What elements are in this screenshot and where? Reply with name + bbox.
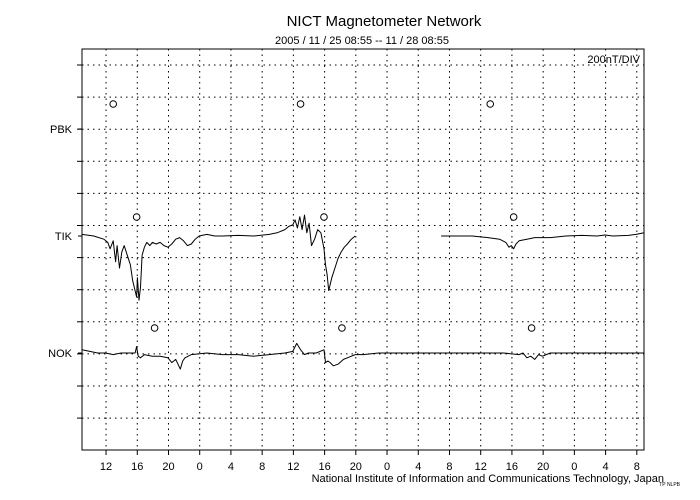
grid [77,49,644,455]
chart-title: NICT Magnetometer Network [287,13,482,30]
x-tick-label: 8 [634,461,640,473]
x-tick-label: 20 [350,461,362,473]
event-marker-circle [338,324,346,332]
x-tick-label: 20 [162,461,174,473]
x-tick-label: 4 [603,461,609,473]
x-tick-label: 16 [318,461,330,473]
credit-text: National Institute of Information and Co… [312,473,664,485]
x-tick-label: 8 [259,461,265,473]
event-markers [109,100,536,332]
x-tick-label: 0 [197,461,203,473]
chart-subtitle: 2005 / 11 / 25 08:55 -- 11 / 28 08:55 [275,35,449,47]
event-marker-circle [527,324,536,332]
x-tick-label: 16 [506,461,518,473]
x-tick-label: 4 [415,461,421,473]
x-tick-label: 12 [100,461,112,473]
trace-tik [81,214,645,301]
station-label-pbk: PBK [50,124,73,136]
station-labels: PBK TIK NOK [48,124,82,360]
x-tick-label: 4 [228,461,234,473]
trace-nok [81,342,644,370]
x-tick-label: 8 [446,461,452,473]
small-mark: TP NLPB [659,482,680,488]
scale-label: 200nT/DIV [587,54,640,66]
x-tick-label: 16 [131,461,143,473]
event-marker-circle [296,100,305,108]
event-marker-circle [509,213,518,221]
x-tick-label: 12 [475,461,487,473]
station-label-tik: TIK [55,231,73,243]
x-tick-label: 20 [537,461,549,473]
station-traces [81,214,645,370]
x-tick-label: 0 [384,461,390,473]
x-tick-labels: 12 16 20 0 4 8 12 16 20 0 4 8 12 16 20 0 4 8 [100,461,640,473]
station-label-nok: NOK [48,348,73,360]
plot-frame [81,48,645,451]
event-marker-circle [109,100,118,108]
event-marker-circle [486,100,495,108]
event-marker-circle [132,213,141,221]
x-tick-label: 0 [571,461,577,473]
x-tick-label: 12 [287,461,299,473]
event-marker-circle [320,213,328,221]
event-marker-circle [150,324,159,332]
